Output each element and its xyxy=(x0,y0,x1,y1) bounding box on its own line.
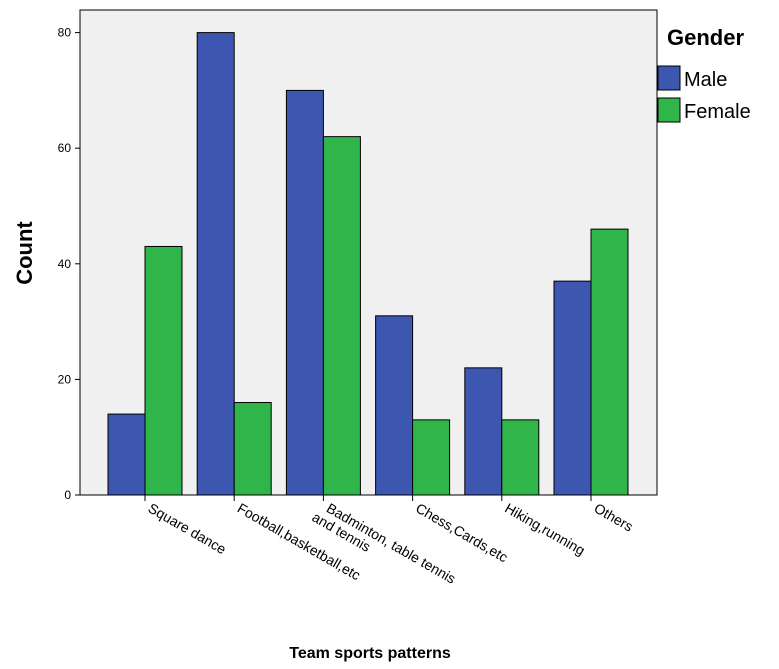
legend: Gender Male Female xyxy=(657,25,751,123)
bar-female-5 xyxy=(590,228,629,496)
y-tick-label: 20 xyxy=(58,372,72,386)
x-tick-label: Hiking,running xyxy=(502,500,588,559)
x-tick-label: Square dance xyxy=(146,500,230,558)
x-axis: Square dance Football,basketball,etcBadmi… xyxy=(144,495,636,587)
legend-label-male: Male xyxy=(684,69,727,91)
bar-female-0 xyxy=(144,245,183,496)
y-tick-label: 40 xyxy=(58,257,72,271)
bar-male-5 xyxy=(553,280,592,496)
bar-male-2 xyxy=(285,89,324,496)
y-axis: 0 20 40 60 80 xyxy=(58,26,80,502)
bar-female-2 xyxy=(322,136,361,496)
legend-swatch-female xyxy=(657,97,681,123)
bar-male-3 xyxy=(375,315,414,496)
legend-title: Gender xyxy=(667,25,744,50)
bars-layer xyxy=(107,32,629,496)
legend-swatch-male xyxy=(657,65,681,91)
x-axis-title: Team sports patterns xyxy=(289,645,451,662)
bar-male-0 xyxy=(107,413,146,496)
x-tick-label-group: Others xyxy=(592,500,636,535)
y-tick-label: 0 xyxy=(64,488,71,502)
bar-female-4 xyxy=(501,419,540,496)
bar-female-1 xyxy=(233,402,272,496)
y-tick-label: 80 xyxy=(58,26,72,40)
y-tick-label: 60 xyxy=(58,141,72,155)
bar-male-1 xyxy=(196,32,235,496)
x-tick-label: Others xyxy=(592,500,636,535)
y-axis-title: Count xyxy=(12,221,37,285)
bar-female-3 xyxy=(412,419,451,496)
legend-label-female: Female xyxy=(684,101,751,123)
bar-male-4 xyxy=(464,367,503,496)
x-tick-label-group: Square dance xyxy=(146,500,230,558)
x-tick-label-group: Hiking,running xyxy=(502,500,588,559)
